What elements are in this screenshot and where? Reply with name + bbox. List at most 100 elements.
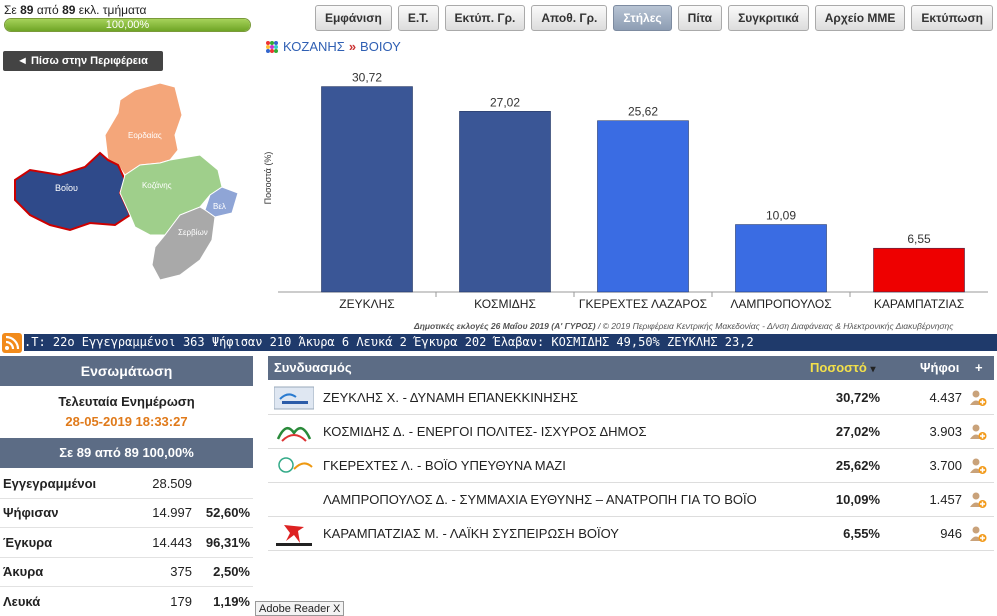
- toolbar-button-2[interactable]: Ε.Τ.: [397, 5, 439, 31]
- tooltip: Adobe Reader X: [255, 601, 345, 616]
- map-area-eordaia[interactable]: [104, 82, 183, 176]
- stat-name: Άκυρα: [3, 564, 44, 580]
- table-row[interactable]: ΚΟΣΜΙΔΗΣ Δ. - ΕΝΕΡΓΟΙ ΠΟΛΙΤΕΣ- ΙΣΧΥΡΟΣ Δ…: [268, 415, 994, 449]
- map-area-kozani[interactable]: [119, 154, 223, 236]
- toolbar-button-6[interactable]: Πίτα: [677, 5, 723, 31]
- stat-name: Ψήφισαν: [3, 505, 59, 521]
- map-label-voio: Βοΐου: [55, 183, 78, 193]
- x-tick-label: ΛΑΜΠΡΟΠΟΥΛΟΣ: [730, 297, 831, 311]
- toolbar-button-4[interactable]: Αποθ. Γρ.: [531, 5, 608, 31]
- count-header: Σε 89 από 89 100,00%: [0, 438, 253, 468]
- y-axis-label: Ποσοστά (%): [263, 152, 273, 205]
- back-to-region-button[interactable]: ◄ Πίσω στην Περιφέρεια: [3, 51, 163, 71]
- party-votes: 3.903: [929, 424, 962, 439]
- party-logo-5: [276, 525, 312, 546]
- bar-value-label: 25,62: [628, 105, 658, 119]
- table-row[interactable]: ΛΑΜΠΡΟΠΟΥΛΟΣ Δ. - ΣΥΜΜΑΧΙΑ ΕΥΘΥΝΗΣ – ΑΝΑ…: [268, 483, 994, 517]
- map-label-servia: Σερβίων: [178, 228, 208, 237]
- stat-value: 375: [170, 564, 192, 580]
- expand-all-button[interactable]: +: [975, 360, 983, 375]
- map-area-servia[interactable]: [151, 206, 216, 281]
- stat-value: 28.509: [152, 475, 192, 491]
- party-name: ΚΟΣΜΙΔΗΣ Δ. - ΕΝΕΡΓΟΙ ΠΟΛΙΤΕΣ- ΙΣΧΥΡΟΣ Δ…: [323, 424, 647, 439]
- sort-desc-icon: ▾: [870, 364, 876, 375]
- party-logo-1: [274, 386, 314, 410]
- toolbar-button-8[interactable]: Αρχείο ΜΜΕ: [814, 5, 906, 31]
- add-person-icon[interactable]: [969, 423, 987, 441]
- stat-percent: 52,60%: [205, 505, 250, 521]
- toolbar-button-3[interactable]: Εκτύπ. Γρ.: [444, 5, 526, 31]
- stat-row: Ψήφισαν 14.997 52,60%: [0, 499, 253, 528]
- chart-footnote: Δημοτικές εκλογές 26 Μαΐου 2019 (Α' ΓΥΡΟ…: [414, 321, 954, 331]
- results-header: Συνδυασμός Ποσοστό ▾ Ψήφοι +: [268, 356, 994, 380]
- party-name: ΓΚΕΡΕΧΤΕΣ Λ. - ΒΟΪΟ ΥΠΕΥΘΥΝΑ ΜΑΖΙ: [323, 458, 566, 473]
- stat-percent: 96,31%: [205, 534, 250, 550]
- table-row[interactable]: ΚΑΡΑΜΠΑΤΖΙΑΣ Μ. - ΛΑΪΚΗ ΣΥΣΠΕΙΡΩΣΗ ΒΟΪΟΥ…: [268, 517, 994, 551]
- stat-name: Εγγεγραμμένοι: [3, 475, 97, 491]
- party-percent: 6,55%: [843, 526, 880, 541]
- party-name: ΛΑΜΠΡΟΠΟΥΛΟΣ Δ. - ΣΥΜΜΑΧΙΑ ΕΥΘΥΝΗΣ – ΑΝΑ…: [323, 492, 757, 507]
- column-header-party[interactable]: Συνδυασμός: [274, 360, 352, 375]
- party-logo-2: [276, 426, 312, 442]
- x-tick-label: ΓΚΕΡΕΧΤΕΣ ΛΑΖΑΡΟΣ: [579, 297, 707, 311]
- bar-3[interactable]: [597, 120, 689, 293]
- column-header-votes[interactable]: Ψήφοι: [920, 360, 960, 375]
- x-tick-label: ΖΕΥΚΛΗΣ: [339, 297, 394, 311]
- stat-row: Λευκά 179 1,19%: [0, 587, 253, 616]
- column-header-percent[interactable]: Ποσοστό ▾: [810, 360, 876, 375]
- stat-row: Άκυρα 375 2,50%: [0, 558, 253, 587]
- bar-1[interactable]: [321, 86, 413, 293]
- add-person-icon[interactable]: [969, 525, 987, 543]
- toolbar-button-7[interactable]: Συγκριτικά: [728, 5, 809, 31]
- breadcrumb-region[interactable]: ΚΟΖΑΝΗΣ: [283, 39, 345, 54]
- bar-value-label: 6,55: [907, 232, 931, 246]
- table-row[interactable]: ΓΚΕΡΕΧΤΕΣ Λ. - ΒΟΪΟ ΥΠΕΥΘΥΝΑ ΜΑΖΙ 25,62% 3…: [268, 449, 994, 483]
- stats-table: Εγγεγραμμένοι 28.509 Ψήφισαν 14.997 52,60% Έγ…: [0, 469, 253, 616]
- breadcrumb-separator: »: [348, 39, 357, 54]
- bar-value-label: 30,72: [352, 71, 382, 85]
- party-name: ΖΕΥΚΛΗΣ Χ. - ΔΥΝΑΜΗ ΕΠΑΝΕΚΚΙΝΗΣΗΣ: [323, 390, 579, 405]
- party-percent: 10,09%: [835, 492, 880, 507]
- add-person-icon[interactable]: [969, 389, 987, 407]
- party-votes: 946: [940, 526, 962, 541]
- party-percent: 27,02%: [835, 424, 880, 439]
- table-row[interactable]: ΖΕΥΚΛΗΣ Χ. - ΔΥΝΑΜΗ ΕΠΑΝΕΚΚΙΝΗΣΗΣ 30,72% 4…: [268, 381, 994, 415]
- breadcrumb-area: ΒΟΙΟΥ: [360, 39, 401, 54]
- party-percent: 30,72%: [835, 390, 880, 405]
- dots-icon: [266, 40, 278, 53]
- stat-row: Εγγεγραμμένοι 28.509: [0, 469, 253, 499]
- progress-percent: 100,00%: [105, 19, 150, 31]
- stat-name: Λευκά: [3, 593, 41, 609]
- toolbar-button-1[interactable]: Εμφάνιση: [314, 5, 392, 31]
- stat-value: 179: [170, 593, 192, 609]
- party-logo-3: [278, 457, 313, 473]
- progress-label: Σε 89 από 89 εκλ. τμήματα: [4, 3, 147, 17]
- last-update-time: 28-05-2019 18:33:27: [65, 414, 188, 429]
- bar-4[interactable]: [735, 224, 827, 293]
- x-tick-label: ΚΟΣΜΙΔΗΣ: [474, 297, 536, 311]
- results-ticker: .Τ: 22ο Εγγεγραμμένοι 363 Ψήφισαν 210 Άκ…: [24, 334, 997, 351]
- bar-chart: Ποσοστά (%) 30,72 ΖΕΥΚΛΗΣ 27,02 ΚΟΣΜΙΔΗΣ 25,6…: [263, 71, 988, 311]
- map-label-kozani: Κοζάνης: [142, 181, 172, 190]
- breadcrumb: ΚΟΖΑΝΗΣ » ΒΟΙΟΥ: [265, 39, 401, 54]
- results-table: ΖΕΥΚΛΗΣ Χ. - ΔΥΝΑΜΗ ΕΠΑΝΕΚΚΙΝΗΣΗΣ 30,72% 4…: [268, 381, 994, 551]
- last-update-label: Τελευταία Ενημέρωση: [58, 394, 195, 409]
- toolbar: Εμφάνιση Ε.Τ. Εκτύπ. Γρ. Αποθ. Γρ. Στήλες Πίτ…: [314, 5, 993, 31]
- region-map: Εορδαίας Βοΐου Κοζάνης Βελ Σερβίων: [14, 82, 239, 281]
- bar-5[interactable]: [873, 247, 965, 293]
- progress-fill: [5, 19, 250, 31]
- toolbar-button-9[interactable]: Εκτύπωση: [911, 5, 993, 31]
- add-person-icon[interactable]: [969, 457, 987, 475]
- add-person-icon[interactable]: [969, 491, 987, 509]
- stat-name: Έγκυρα: [3, 534, 53, 550]
- rss-icon[interactable]: [2, 333, 22, 353]
- stat-value: 14.997: [152, 505, 192, 521]
- bar-2[interactable]: [459, 111, 551, 293]
- stat-row: Έγκυρα 14.443 96,31%: [0, 528, 253, 558]
- party-votes: 3.700: [929, 458, 962, 473]
- party-percent: 25,62%: [835, 458, 880, 473]
- x-tick-label: ΚΑΡΑΜΠΑΤΖΙΑΣ: [874, 297, 964, 311]
- toolbar-button-5[interactable]: Στήλες: [613, 5, 672, 31]
- party-votes: 1.457: [929, 492, 962, 507]
- map-label-eordaia: Εορδαίας: [128, 131, 162, 140]
